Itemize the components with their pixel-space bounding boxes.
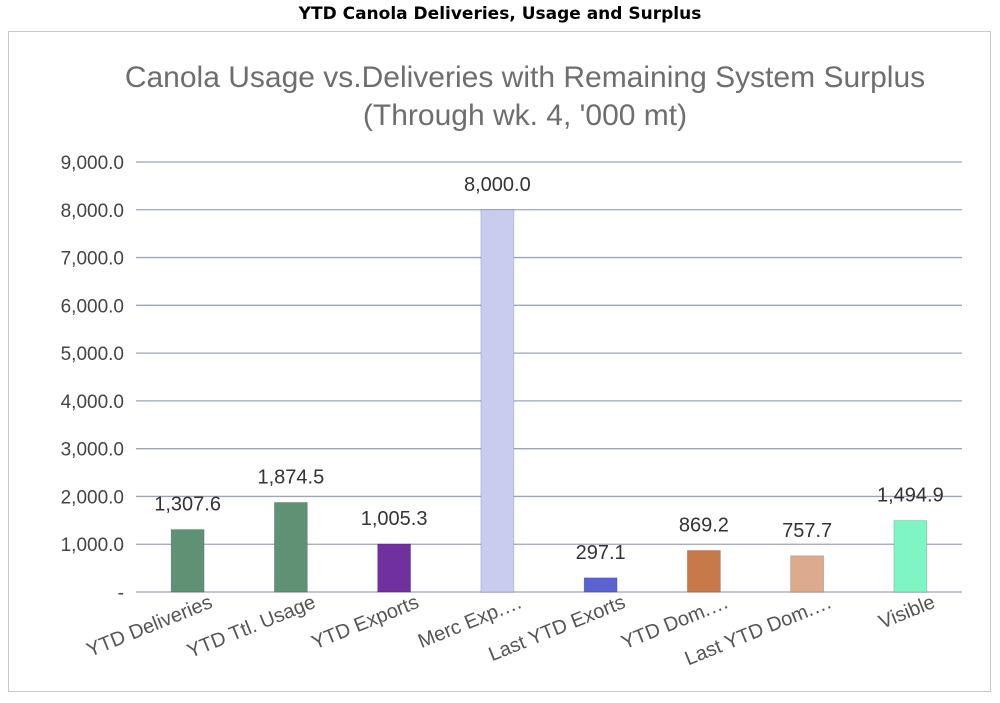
chart-frame: Canola Usage vs.Deliveries with Remainin… bbox=[8, 31, 991, 692]
y-tick-label: - bbox=[118, 583, 124, 604]
bar-chart: Canola Usage vs.Deliveries with Remainin… bbox=[61, 61, 962, 670]
y-tick-label: 3,000.0 bbox=[61, 440, 124, 461]
bar bbox=[170, 529, 205, 593]
bar bbox=[480, 209, 515, 593]
bar bbox=[273, 502, 308, 593]
chart-subtitle: (Through wk. 4, '000 mt) bbox=[363, 99, 687, 132]
y-axis-ticks: - 1,000.0 2,000.0 3,000.0 4,000.0 5,000.0 6,00… bbox=[61, 153, 124, 604]
y-tick-label: 7,000.0 bbox=[61, 249, 124, 270]
bar-value-label: 297.1 bbox=[576, 542, 626, 564]
bars bbox=[170, 209, 928, 593]
y-tick-label: 4,000.0 bbox=[61, 392, 124, 413]
bar bbox=[893, 520, 928, 593]
bar-value-label: 8,000.0 bbox=[464, 174, 531, 196]
figure-header-title: YTD Canola Deliveries, Usage and Surplus bbox=[298, 4, 702, 24]
y-tick-label: 8,000.0 bbox=[61, 201, 124, 222]
y-tick-label: 6,000.0 bbox=[61, 296, 124, 317]
gridlines bbox=[136, 161, 962, 593]
x-category-label: Visible bbox=[876, 591, 939, 633]
data-labels: 1,307.6 1,874.5 1,005.3 8,000.0 297.1 869.2 75… bbox=[154, 174, 943, 564]
bar bbox=[583, 577, 618, 593]
chart-title: Canola Usage vs.Deliveries with Remainin… bbox=[125, 61, 925, 94]
y-tick-label: 5,000.0 bbox=[61, 344, 124, 365]
bar bbox=[790, 555, 825, 593]
bar-value-label: 757.7 bbox=[782, 520, 832, 542]
bar-value-label: 1,307.6 bbox=[154, 494, 221, 516]
y-tick-label: 1,000.0 bbox=[61, 535, 124, 556]
bar bbox=[377, 543, 412, 593]
bar-value-label: 869.2 bbox=[679, 514, 729, 536]
bar-value-label: 1,874.5 bbox=[258, 466, 325, 488]
y-tick-label: 2,000.0 bbox=[61, 487, 124, 508]
bar bbox=[686, 550, 721, 593]
x-category-label: YTD Exports bbox=[309, 591, 422, 654]
bar-value-label: 1,494.9 bbox=[877, 485, 944, 507]
y-tick-label: 9,000.0 bbox=[61, 153, 124, 174]
bar-value-label: 1,005.3 bbox=[361, 508, 428, 530]
